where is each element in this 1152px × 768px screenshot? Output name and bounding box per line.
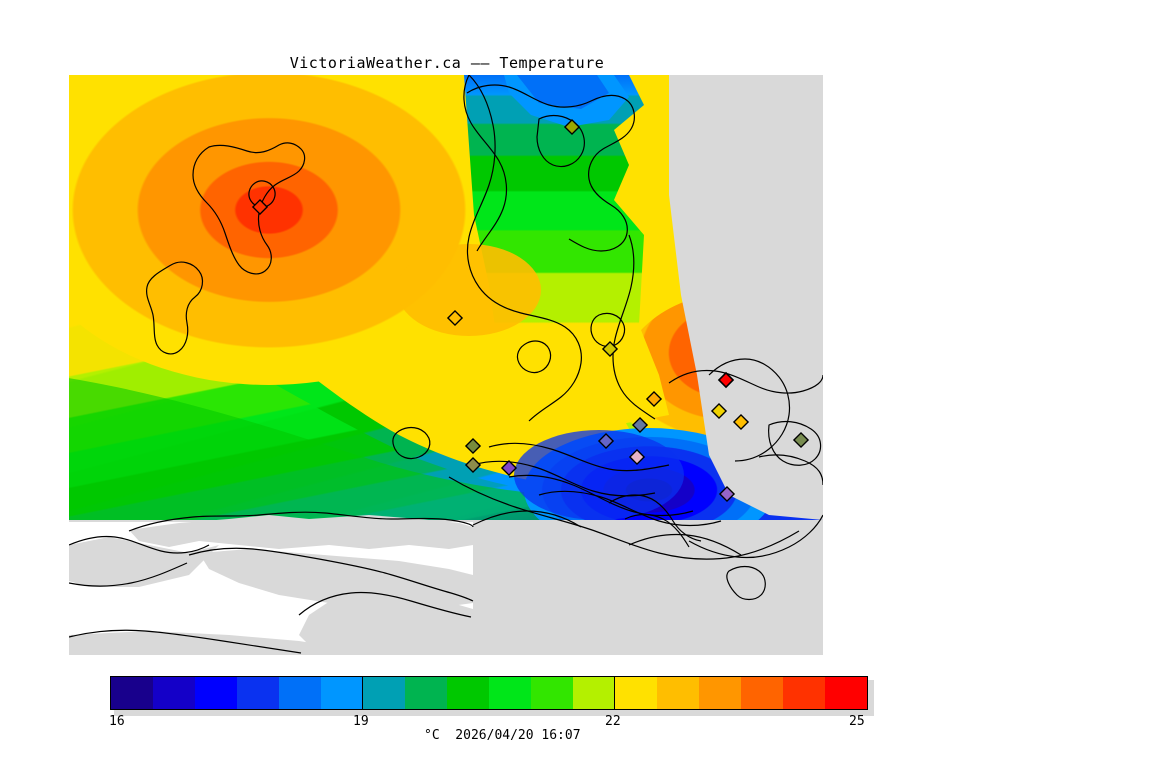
colorbar-band-2 (195, 677, 237, 709)
colorbar-band-1 (153, 677, 195, 709)
colorbar-label-22: 22 (605, 714, 621, 729)
colorbar-band-10 (531, 677, 573, 709)
timestamp-stamp: °C 2026/04/20 16:07 (424, 728, 581, 743)
colorbar-panel: 16 19 22 25 (109, 676, 874, 729)
colorbar-band-0 (111, 677, 153, 709)
colorbar-band-14 (699, 677, 741, 709)
colorbar-label-16: 16 (109, 714, 125, 729)
colorbar-band-5 (321, 677, 363, 709)
station-marker (251, 198, 269, 216)
station-marker (601, 340, 619, 358)
station-marker (718, 485, 736, 503)
map-panel[interactable] (69, 75, 823, 655)
station-marker (631, 416, 649, 434)
colorbar-label-25: 25 (849, 714, 865, 729)
colorbar-band-17 (825, 677, 867, 709)
colorbar-band-15 (741, 677, 783, 709)
station-marker (446, 309, 464, 327)
station-markers[interactable] (251, 118, 810, 503)
colorbar-band-3 (237, 677, 279, 709)
colorbar-band-12 (615, 677, 657, 709)
colorbar-band-11 (573, 677, 615, 709)
colorbar-band-9 (489, 677, 531, 709)
water-below-domain (69, 515, 473, 655)
station-marker (500, 459, 518, 477)
colorbar-band-16 (783, 677, 825, 709)
colorbar-band-13 (657, 677, 699, 709)
station-marker (710, 402, 728, 420)
station-marker (732, 413, 750, 431)
colorbar-tick-22 (614, 676, 615, 710)
station-marker (563, 118, 581, 136)
station-marker (464, 437, 482, 455)
station-marker (645, 390, 663, 408)
temperature-contour-map[interactable] (69, 75, 823, 655)
colorbar-band-7 (405, 677, 447, 709)
station-marker (464, 456, 482, 474)
colorbar-tick-19 (362, 676, 363, 710)
page-title: VictoriaWeather.ca —— Temperature (289, 54, 605, 72)
station-marker (597, 432, 615, 450)
station-marker (717, 371, 735, 389)
temperature-colorbar[interactable] (110, 676, 868, 710)
coastlines (69, 75, 823, 654)
colorbar-band-4 (279, 677, 321, 709)
station-marker (792, 431, 810, 449)
colorbar-label-19: 19 (353, 714, 369, 729)
colorbar-band-6 (363, 677, 405, 709)
station-marker (628, 448, 646, 466)
colorbar-band-8 (447, 677, 489, 709)
